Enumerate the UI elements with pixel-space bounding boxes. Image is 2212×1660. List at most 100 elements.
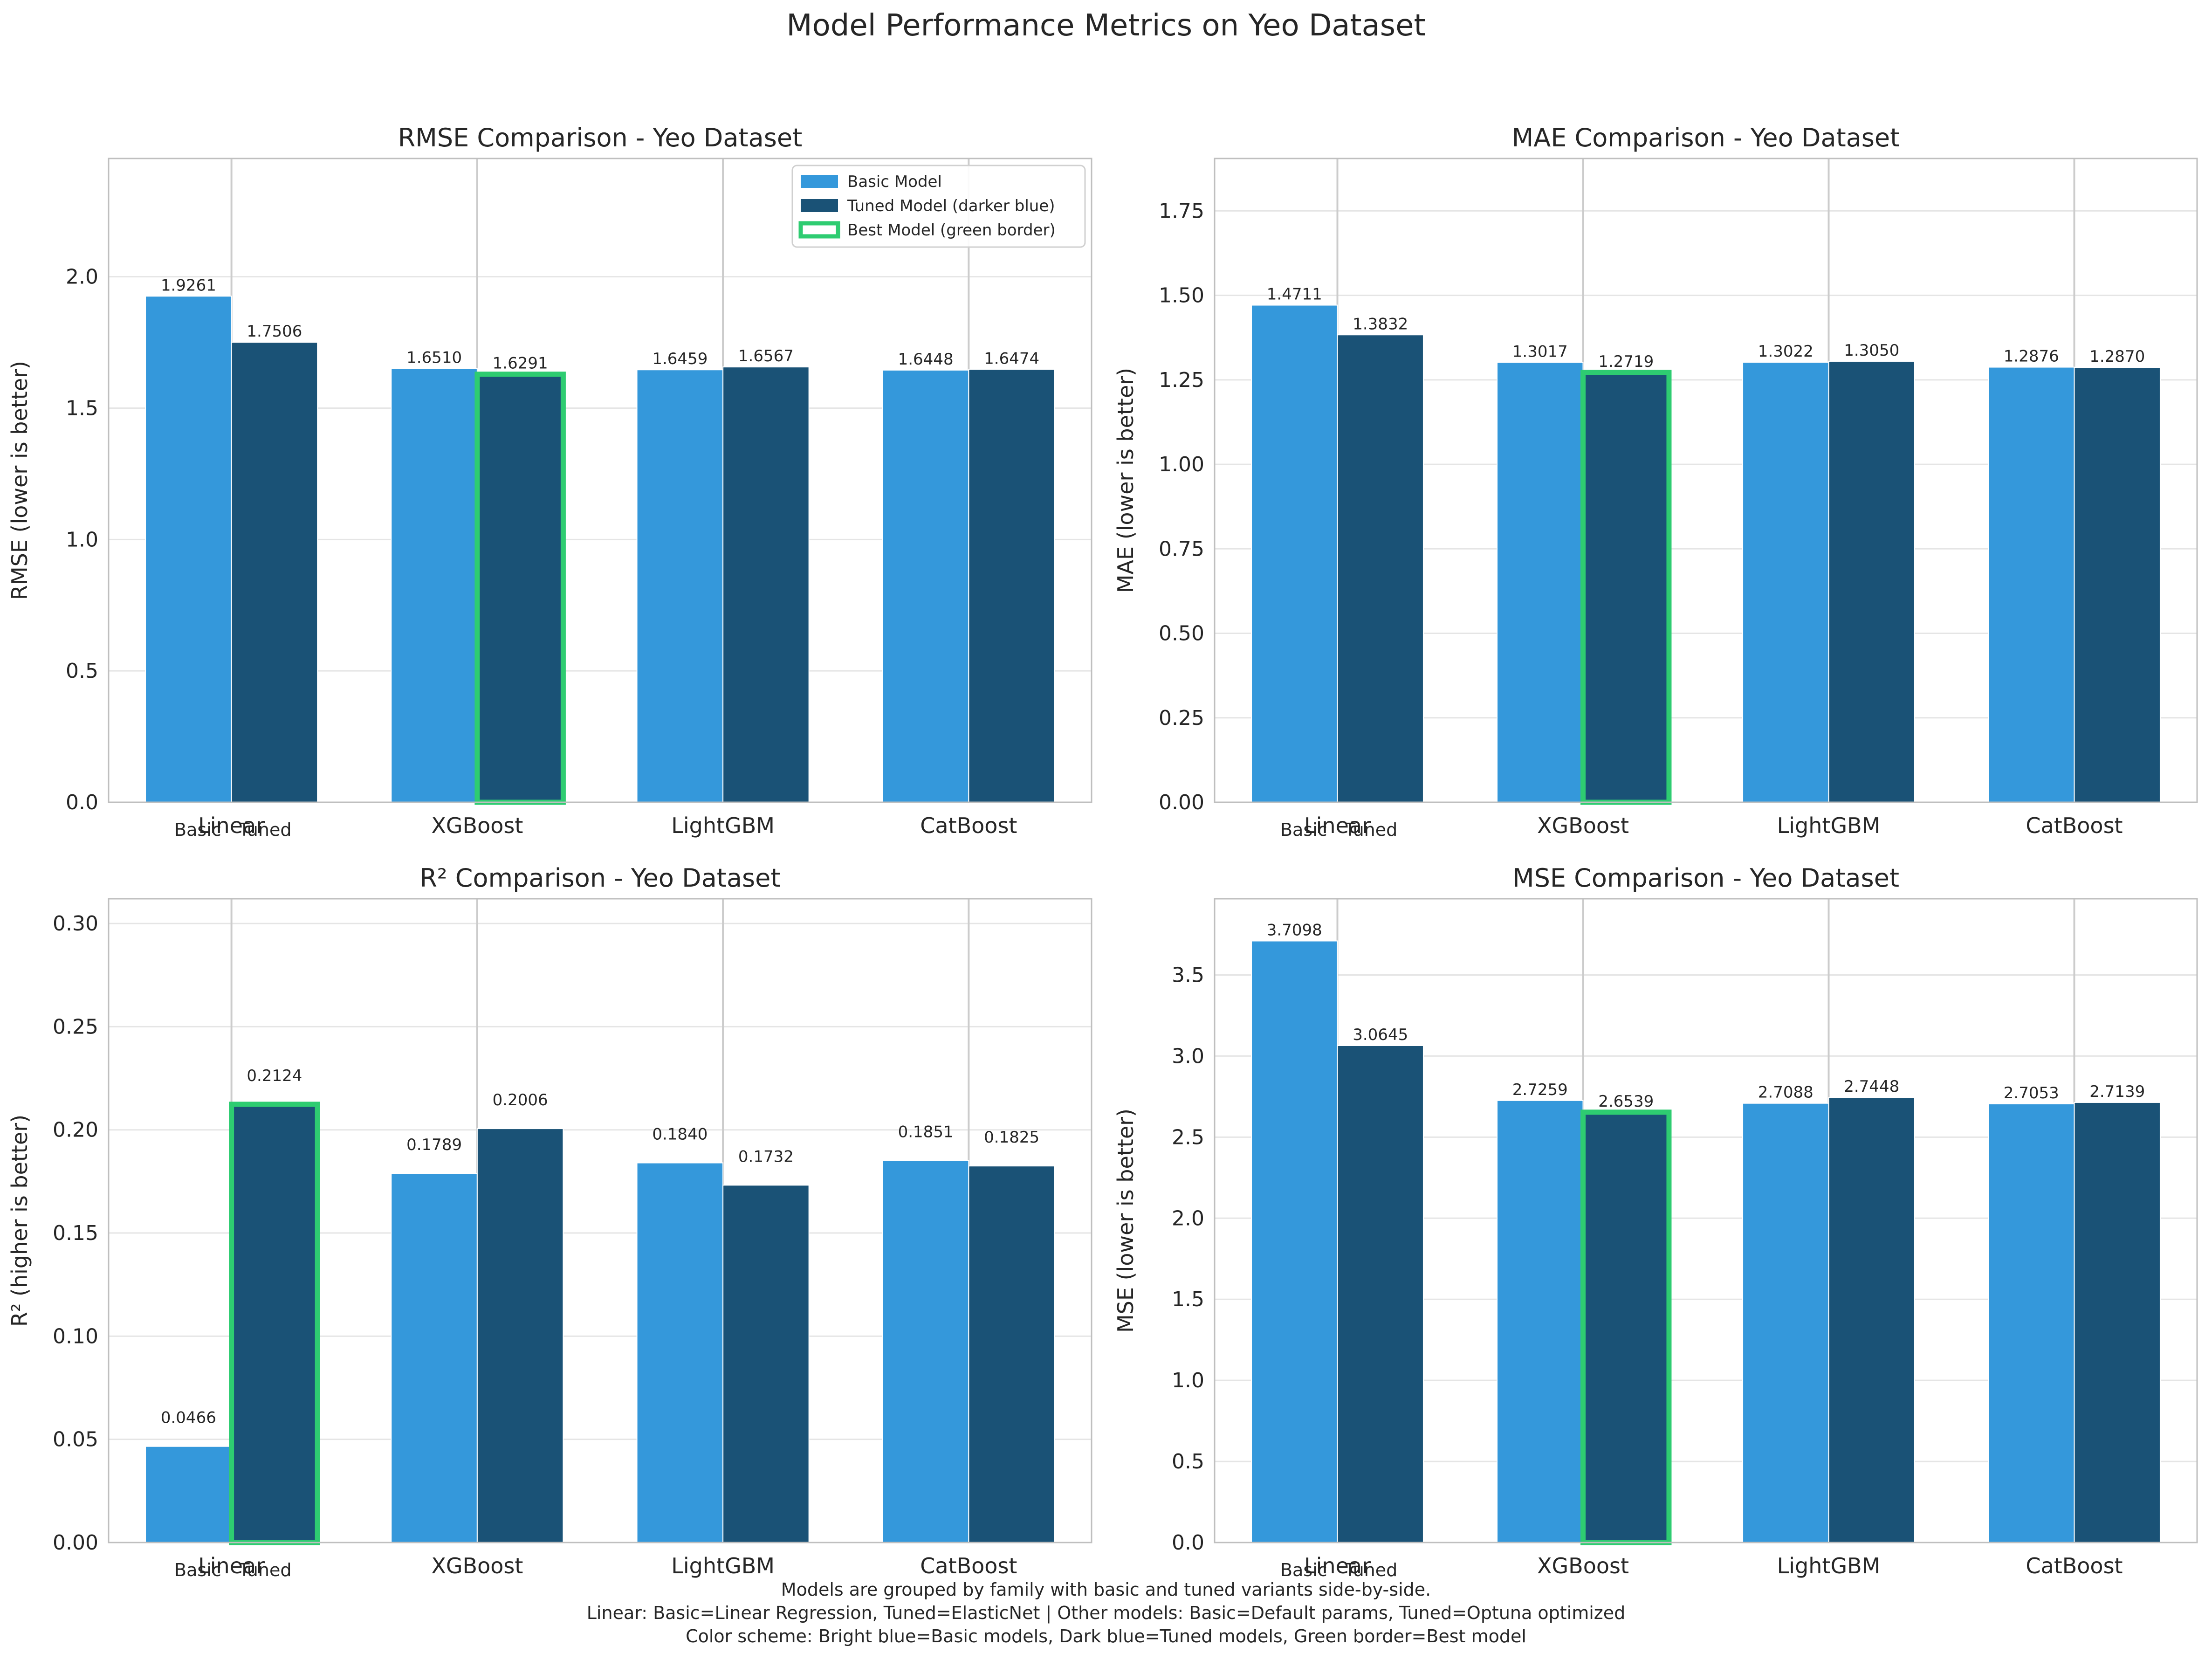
bar-value-label: 0.1840 (652, 1125, 708, 1144)
x-tick-label: LightGBM (1777, 813, 1881, 838)
bar-value-label: 2.7139 (2089, 1082, 2145, 1101)
y-tick-label: 2.5 (1172, 1125, 1204, 1149)
y-tick-label: 1.5 (1172, 1288, 1204, 1311)
sublabel-basic: Basic (174, 820, 221, 840)
y-tick-label: 0.50 (1159, 622, 1204, 646)
bar-value-label: 1.2876 (2004, 347, 2059, 366)
bar-value-label: 0.0466 (161, 1409, 216, 1427)
y-tick-label: 0.25 (1159, 706, 1204, 730)
tuned-bar (1337, 334, 1424, 803)
y-tick-label: 0.0 (1172, 1531, 1204, 1555)
bar-value-label: 1.3050 (1844, 341, 1899, 360)
tuned-bar (722, 1185, 810, 1543)
legend-swatch (801, 199, 838, 212)
x-tick-label: XGBoost (1537, 813, 1629, 838)
y-tick-label: 1.50 (1159, 284, 1204, 308)
basic-bar (1988, 1103, 2075, 1543)
tuned-bar (968, 369, 1055, 803)
y-tick-label: 0.0 (66, 791, 98, 814)
y-tick-label: 1.00 (1159, 453, 1204, 476)
bar-value-label: 3.7098 (1267, 921, 1322, 940)
axes-frame (1214, 898, 2198, 1543)
basic-bar (391, 1173, 478, 1543)
bar-value-label: 0.1851 (898, 1123, 954, 1142)
x-tick-label: XGBoost (431, 813, 523, 838)
tuned-bar (476, 1128, 564, 1543)
x-tick-label: LightGBM (1777, 1553, 1881, 1578)
sublabel-tuned: Tuned (1344, 820, 1397, 840)
legend: Basic Model Tuned Model (darker blue) Best… (791, 165, 1086, 248)
y-axis-label: MSE (lower is better) (1113, 1109, 1138, 1333)
y-tick-label: 1.5 (66, 396, 98, 420)
y-tick-label: 1.75 (1159, 199, 1204, 223)
bar-value-label: 0.1789 (406, 1136, 462, 1154)
figure-title: Model Performance Metrics on Yeo Dataset (786, 8, 1426, 43)
bar-value-label: 1.2719 (1598, 352, 1654, 371)
bar-value-label: 1.2870 (2089, 347, 2145, 366)
y-axis-label: RMSE (lower is better) (7, 361, 32, 600)
chart-panel-2: 1.4711 1.3017 1.3022 1.2876 1.3832 1.2719 1.30… (1113, 123, 2198, 840)
figure-footnote: Models are grouped by family with basic … (0, 1578, 2212, 1648)
footnote-line-2: Linear: Basic=Linear Regression, Tuned=E… (586, 1603, 1626, 1623)
sublabel-basic: Basic (174, 1560, 221, 1580)
tuned-bar (2074, 367, 2161, 803)
best-bar (229, 1102, 320, 1545)
basic-bar (636, 1162, 724, 1543)
bar-value-label: 2.7053 (2004, 1084, 2059, 1102)
tuned-bar (1828, 360, 1915, 803)
basic-bar (882, 369, 969, 803)
basic-bar (1742, 361, 1829, 803)
y-tick-label: 0.00 (1159, 791, 1204, 814)
bar-value-label: 1.6291 (493, 354, 548, 373)
tuned-bar (722, 366, 810, 803)
x-tick-label: XGBoost (1537, 1553, 1629, 1578)
legend-swatch (801, 175, 838, 188)
bar-value-label: 0.2006 (493, 1091, 548, 1109)
bar-value-label: 3.0645 (1353, 1026, 1408, 1044)
best-bar (1580, 370, 1672, 805)
basic-bar (1497, 1100, 1584, 1543)
basic-bar (145, 296, 232, 803)
y-tick-label: 1.0 (66, 528, 98, 551)
sublabel-basic: Basic (1280, 820, 1327, 840)
x-tick-label: CatBoost (2026, 1553, 2123, 1578)
x-tick-label: XGBoost (431, 1553, 523, 1578)
y-tick-label: 1.0 (1172, 1369, 1204, 1392)
sublabel-basic: Basic (1280, 1560, 1327, 1580)
bar-value-label: 1.6567 (738, 347, 794, 365)
y-tick-label: 3.5 (1172, 963, 1204, 987)
x-tick-label: Linear (1304, 813, 1371, 838)
basic-bar (882, 1160, 969, 1543)
bar-value-label: 1.3017 (1512, 342, 1568, 361)
chart-panel-3: 0.0466 0.1789 0.1840 0.1851 0.2124 0.2006 0.17… (7, 863, 1092, 1580)
y-tick-label: 0.05 (53, 1428, 98, 1452)
chart-title: MAE Comparison - Yeo Dataset (1512, 123, 1900, 152)
y-tick-label: 0.00 (53, 1531, 98, 1555)
basic-bar (636, 369, 724, 803)
tuned-bar (2074, 1102, 2161, 1543)
chart-title: RMSE Comparison - Yeo Dataset (398, 123, 803, 152)
x-tick-label: LightGBM (671, 813, 775, 838)
y-axis-label: R² (higher is better) (7, 1115, 32, 1327)
bar-value-label: 1.6510 (406, 348, 462, 367)
y-tick-label: 1.25 (1159, 368, 1204, 392)
x-tick-label: Linear (198, 813, 265, 838)
tuned-bar (1337, 1045, 1424, 1543)
basic-bar (1742, 1102, 1829, 1543)
chart-title: R² Comparison - Yeo Dataset (419, 863, 780, 893)
y-tick-label: 0.75 (1159, 537, 1204, 561)
basic-bar (1251, 304, 1338, 803)
bar-value-label: 0.2124 (247, 1067, 302, 1085)
bar-value-label: 1.4711 (1267, 285, 1322, 304)
bar-value-label: 1.7506 (247, 322, 302, 341)
x-tick-label: CatBoost (920, 1553, 1017, 1578)
bar-value-label: 2.7259 (1512, 1081, 1568, 1099)
bar-value-label: 1.6448 (898, 350, 954, 369)
basic-bar (1988, 366, 2075, 803)
basic-bar (1497, 362, 1584, 803)
chart-title: MSE Comparison - Yeo Dataset (1512, 863, 1899, 893)
bar-value-label: 0.1825 (984, 1128, 1039, 1147)
chart-panel-1: 1.9261 1.6510 1.6459 1.6448 1.7506 1.6291 1.65… (7, 123, 1092, 840)
